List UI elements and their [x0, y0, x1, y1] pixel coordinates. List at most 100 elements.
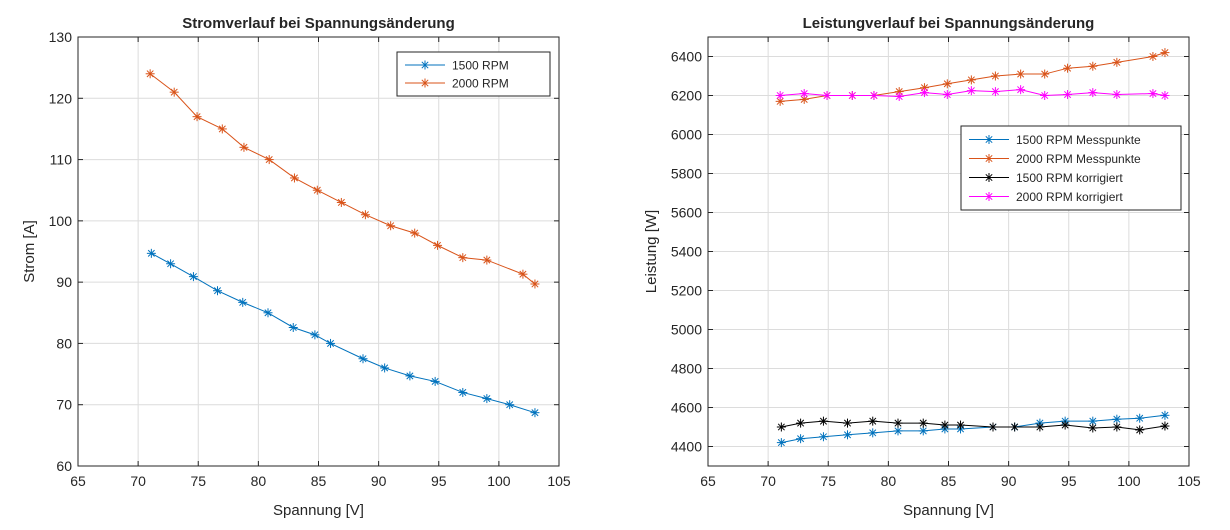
marker-stroke — [1041, 91, 1049, 100]
marker-stroke — [1113, 423, 1121, 431]
marker-stroke — [1089, 89, 1097, 97]
y-tick-label: 5600 — [671, 205, 702, 221]
data-point — [990, 87, 1000, 97]
marker-stroke — [1113, 415, 1121, 423]
y-tick-label: 130 — [49, 29, 73, 45]
x-tick-label: 95 — [1061, 473, 1077, 489]
data-point — [799, 89, 809, 99]
y-tick-label: 5400 — [671, 244, 702, 260]
x-tick-label: 100 — [1117, 473, 1141, 489]
marker-stroke — [167, 260, 175, 268]
x-tick-label: 70 — [760, 473, 776, 489]
data-point — [918, 426, 928, 436]
marker-stroke — [920, 89, 929, 97]
data-point — [869, 91, 879, 100]
power-chart: 65 70 75 80 85 90 95 100 105 4400 4600 4800 5000 5200… — [643, 15, 1201, 519]
marker-stroke — [797, 435, 805, 443]
legend-label: 1500 RPM korrigiert — [1016, 171, 1123, 185]
legend-marker — [984, 192, 994, 201]
marker-stroke — [1036, 423, 1044, 431]
legend-marker — [984, 173, 994, 182]
marker-stroke — [193, 113, 201, 121]
x-tick-label: 80 — [881, 473, 897, 489]
marker-stroke — [361, 211, 369, 219]
marker-stroke — [869, 417, 877, 425]
data-point — [919, 88, 929, 98]
x-tick-label: 105 — [1177, 473, 1201, 489]
marker-stroke — [146, 70, 154, 78]
legend-label: 2000 RPM Messpunkte — [1016, 152, 1141, 166]
marker-stroke — [411, 229, 419, 237]
marker-stroke — [381, 364, 389, 372]
x-axis-label: Spannung [V] — [273, 502, 364, 519]
marker-stroke — [421, 61, 429, 69]
series-4 — [775, 85, 1170, 101]
data-point — [1148, 89, 1158, 99]
data-point — [358, 354, 368, 364]
marker-stroke — [800, 89, 808, 98]
data-point — [1016, 69, 1026, 79]
x-axis-label: Spannung [V] — [903, 502, 994, 519]
marker-stroke — [819, 417, 827, 425]
marker-stroke — [406, 372, 414, 380]
marker-stroke — [1149, 52, 1157, 61]
marker-stroke — [213, 287, 222, 295]
marker-stroke — [919, 427, 927, 435]
marker-stroke — [337, 198, 345, 207]
marker-stroke — [264, 309, 272, 317]
marker-stroke — [289, 323, 297, 332]
data-point — [1088, 61, 1098, 71]
data-point — [1160, 410, 1170, 420]
legend-entry: 2000 RPM korrigiert — [969, 190, 1123, 204]
data-point — [288, 322, 298, 332]
marker-stroke — [506, 401, 514, 409]
marker-stroke — [290, 174, 299, 182]
x-tick-label: 75 — [190, 473, 206, 489]
data-point — [458, 253, 468, 263]
marker-stroke — [919, 419, 927, 427]
y-tick-label: 70 — [56, 397, 72, 413]
y-tick-label: 5800 — [671, 166, 702, 182]
data-point — [433, 240, 443, 250]
data-point — [239, 142, 249, 152]
marker-stroke — [989, 423, 997, 431]
series-1 — [146, 248, 540, 418]
y-tick-label: 4600 — [671, 400, 702, 416]
y-tick-label: 6000 — [671, 127, 702, 143]
data-point — [430, 376, 440, 386]
data-point — [169, 87, 179, 97]
data-point — [145, 69, 155, 79]
x-tick-label: 85 — [941, 473, 957, 489]
x-tick-label: 95 — [431, 473, 447, 489]
current-chart: 65 70 75 80 85 90 95 100 105 60 70 80 90 100 110 120 130… — [21, 15, 571, 519]
y-tick-label: 100 — [49, 213, 73, 229]
marker-stroke — [985, 192, 993, 201]
x-tick-label: 100 — [487, 473, 511, 489]
data-point — [893, 418, 903, 428]
data-point — [360, 210, 370, 220]
marker-stroke — [1136, 426, 1144, 434]
data-point — [1088, 416, 1098, 426]
legend-entry: 1500 RPM Messpunkte — [969, 133, 1141, 147]
data-point — [326, 338, 336, 348]
y-tick-label: 6400 — [671, 49, 702, 65]
marker-stroke — [326, 339, 335, 347]
data-point — [966, 86, 976, 96]
data-point — [894, 91, 904, 101]
data-point — [482, 255, 492, 265]
data-point — [942, 79, 952, 89]
y-tick-label: 4400 — [671, 439, 702, 455]
marker-stroke — [894, 419, 902, 427]
y-tick-label: 80 — [56, 335, 72, 351]
data-point — [1160, 421, 1170, 431]
data-point — [1063, 90, 1073, 100]
data-point — [1135, 413, 1145, 423]
marker-stroke — [1061, 421, 1069, 429]
marker-stroke — [1161, 49, 1169, 57]
marker-stroke — [1161, 411, 1169, 419]
marker-stroke — [777, 423, 785, 431]
data-point — [482, 394, 492, 404]
data-point — [818, 416, 828, 426]
grid — [78, 37, 559, 466]
